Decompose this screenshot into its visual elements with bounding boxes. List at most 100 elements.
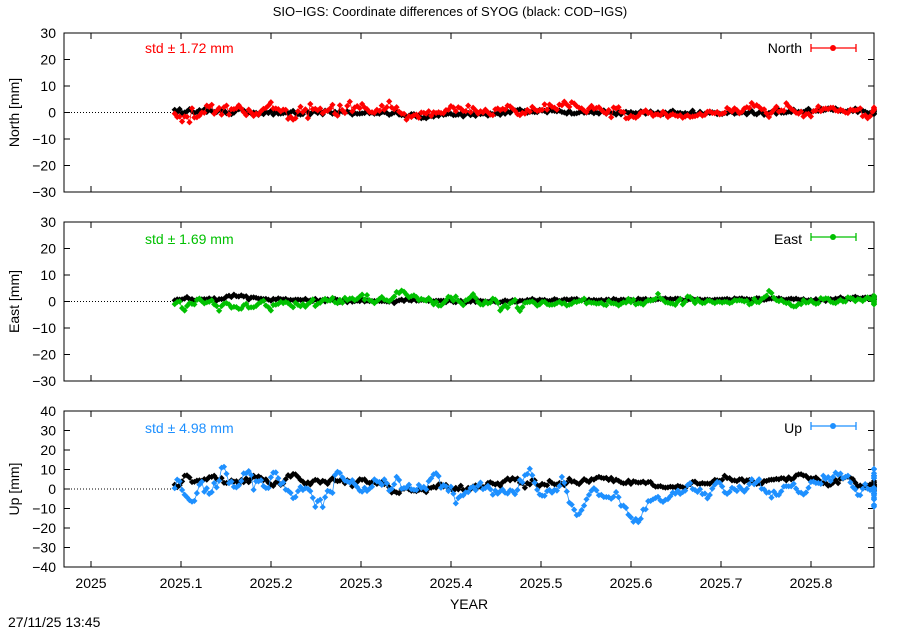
data-point (502, 106, 509, 113)
data-point (218, 464, 225, 471)
data-point (415, 114, 422, 121)
data-point (344, 478, 351, 485)
legend-label-east: East (774, 231, 802, 247)
reference-point (460, 113, 467, 120)
data-point (346, 479, 353, 486)
data-point (857, 492, 864, 499)
data-point (583, 496, 590, 503)
reference-point (544, 482, 551, 489)
data-point (571, 506, 578, 513)
reference-point (211, 295, 218, 302)
data-point (507, 487, 514, 494)
y-tick-label: −40 (32, 559, 56, 575)
data-point (287, 489, 294, 496)
data-point (706, 491, 713, 499)
reference-point (218, 475, 225, 482)
data-point (470, 483, 477, 490)
data-point (743, 485, 750, 492)
data-point (371, 109, 378, 116)
data-point (832, 300, 839, 307)
data-point (578, 507, 585, 514)
reference-point (455, 486, 462, 493)
data-point (452, 293, 459, 300)
data-point (635, 112, 642, 119)
data-point (802, 489, 810, 496)
data-point (198, 478, 205, 485)
data-point (487, 299, 494, 306)
data-point (341, 294, 348, 301)
data-point (800, 113, 807, 120)
data-point (334, 112, 341, 119)
data-point (632, 301, 639, 308)
data-point (830, 473, 837, 480)
data-point (864, 294, 871, 301)
data-point (176, 113, 183, 120)
reference-point (327, 477, 334, 484)
reference-point (186, 474, 193, 481)
reference-point (581, 476, 588, 483)
data-point (603, 302, 610, 309)
data-point (637, 515, 644, 522)
data-point (561, 98, 568, 105)
data-point (410, 292, 417, 299)
data-point (603, 110, 610, 117)
data-point (756, 299, 763, 306)
data-point (682, 113, 689, 120)
y-tick-label: 30 (40, 423, 56, 439)
data-point (351, 481, 358, 488)
data-point (430, 301, 437, 308)
data-point (775, 491, 782, 498)
data-point (724, 490, 731, 497)
data-point (566, 301, 573, 308)
data-point (583, 300, 590, 307)
reference-point (240, 479, 247, 486)
reference-point (383, 109, 390, 117)
data-point (396, 108, 403, 115)
data-point (452, 500, 459, 507)
data-point (822, 105, 829, 112)
timestamp: 27/11/25 13:45 (8, 614, 101, 630)
data-point (553, 106, 560, 113)
data-point (341, 477, 348, 484)
data-point (825, 295, 832, 302)
data-point (605, 107, 612, 114)
data-point (386, 98, 393, 105)
x-tick-label: 2025.6 (610, 575, 653, 591)
data-point (504, 102, 511, 109)
data-point (817, 480, 824, 487)
data-point (581, 295, 588, 302)
data-point (556, 101, 563, 108)
data-point (738, 486, 745, 493)
data-point (548, 489, 556, 496)
data-point (344, 297, 351, 304)
reference-point (534, 482, 541, 489)
data-point (870, 299, 878, 306)
data-point (558, 473, 565, 480)
data-point (650, 496, 657, 503)
data-point (193, 296, 200, 303)
std-label-north: std ± 1.72 mm (145, 40, 234, 56)
data-point (216, 477, 223, 484)
data-point (869, 108, 876, 115)
data-point (610, 493, 617, 500)
data-point (748, 300, 755, 307)
reference-point (243, 475, 250, 482)
data-point (433, 470, 440, 477)
data-point (494, 105, 501, 112)
data-point (544, 301, 551, 308)
reference-point (812, 296, 819, 303)
data-point (684, 112, 691, 119)
data-point (864, 115, 871, 122)
data-point (679, 489, 686, 496)
data-point (314, 300, 321, 307)
reference-point (780, 475, 787, 482)
data-point (544, 106, 551, 113)
data-point (726, 488, 733, 495)
data-point (208, 297, 215, 304)
data-point (531, 300, 538, 307)
data-point (640, 301, 647, 308)
std-label-east: std ± 1.69 mm (145, 231, 234, 247)
data-point (741, 105, 748, 112)
reference-point (324, 480, 331, 487)
data-point (566, 103, 573, 110)
